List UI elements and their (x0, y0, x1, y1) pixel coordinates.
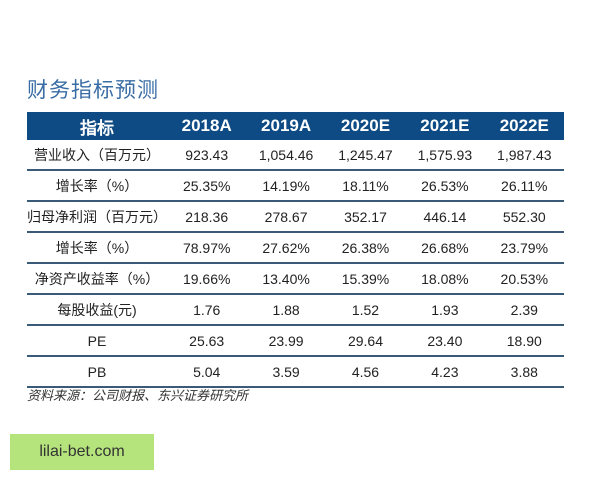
cell-value: 552.30 (484, 201, 564, 233)
table-row: PB 5.04 3.59 4.56 4.23 3.88 (27, 356, 564, 388)
source-note: 资料来源：公司财报、东兴证券研究所 (27, 388, 249, 403)
cell-value: 4.56 (325, 356, 406, 388)
column-header: 2020E (325, 112, 406, 140)
row-label: 每股收益(元) (27, 294, 167, 326)
cell-value: 23.79% (484, 232, 564, 264)
cell-value: 1,245.47 (325, 140, 406, 171)
column-header: 2019A (246, 112, 326, 140)
cell-value: 3.59 (246, 356, 326, 388)
cell-value: 1.93 (405, 294, 485, 326)
table-row: 净资产收益率（%） 19.66% 13.40% 15.39% 18.08% 20.53% (27, 263, 564, 295)
cell-value: 1.76 (167, 294, 247, 326)
row-label: 增长率（%） (27, 232, 167, 264)
cell-value: 352.17 (325, 201, 406, 233)
cell-value: 1,987.43 (484, 140, 564, 171)
cell-value: 15.39% (325, 263, 406, 295)
row-label: 营业收入（百万元） (27, 140, 167, 171)
cell-value: 26.38% (325, 232, 406, 264)
cell-value: 29.64 (325, 325, 406, 357)
cell-value: 1.52 (325, 294, 406, 326)
cell-value: 18.90 (484, 325, 564, 357)
cell-value: 18.11% (325, 170, 406, 202)
cell-value: 1,575.93 (405, 140, 485, 171)
cell-value: 78.97% (167, 232, 247, 264)
table-row: 增长率（%） 78.97% 27.62% 26.38% 26.68% 23.79% (27, 232, 564, 264)
table-row: 增长率（%） 25.35% 14.19% 18.11% 26.53% 26.11% (27, 170, 564, 202)
page-title: 财务指标预测 (27, 79, 159, 102)
cell-value: 218.36 (167, 201, 247, 233)
cell-value: 20.53% (484, 263, 564, 295)
cell-value: 3.88 (484, 356, 564, 388)
row-label: PE (27, 325, 167, 357)
cell-value: 19.66% (167, 263, 247, 295)
column-header: 2018A (167, 112, 247, 140)
cell-value: 23.40 (405, 325, 485, 357)
cell-value: 923.43 (167, 140, 247, 171)
table-header-row: 指标 2018A 2019A 2020E 2021E 2022E (27, 112, 564, 140)
cell-value: 1,054.46 (246, 140, 326, 171)
cell-value: 25.63 (167, 325, 247, 357)
cell-value: 13.40% (246, 263, 326, 295)
cell-value: 27.62% (246, 232, 326, 264)
cell-value: 26.68% (405, 232, 485, 264)
table-row: 营业收入（百万元） 923.43 1,054.46 1,245.47 1,575.93 1… (27, 140, 564, 171)
row-label: PB (27, 356, 167, 388)
cell-value: 23.99 (246, 325, 326, 357)
watermark-badge: lilai-bet.com (10, 434, 154, 470)
column-header: 2022E (484, 112, 564, 140)
cell-value: 446.14 (405, 201, 485, 233)
column-header: 2021E (405, 112, 485, 140)
cell-value: 14.19% (246, 170, 326, 202)
cell-value: 4.23 (405, 356, 485, 388)
column-header: 指标 (27, 112, 167, 140)
table-row: 归母净利润（百万元） 218.36 278.67 352.17 446.14 552.30 (27, 201, 564, 233)
row-label: 增长率（%） (27, 170, 167, 202)
cell-value: 26.53% (405, 170, 485, 202)
table-row: PE 25.63 23.99 29.64 23.40 18.90 (27, 325, 564, 357)
cell-value: 2.39 (484, 294, 564, 326)
row-label: 净资产收益率（%） (27, 263, 167, 295)
cell-value: 1.88 (246, 294, 326, 326)
cell-value: 278.67 (246, 201, 326, 233)
cell-value: 18.08% (405, 263, 485, 295)
table-row: 每股收益(元) 1.76 1.88 1.52 1.93 2.39 (27, 294, 564, 326)
cell-value: 26.11% (484, 170, 564, 202)
cell-value: 5.04 (167, 356, 247, 388)
row-label: 归母净利润（百万元） (27, 201, 167, 233)
financial-forecast-table: 指标 2018A 2019A 2020E 2021E 2022E 营业收入（百万… (27, 112, 564, 388)
cell-value: 25.35% (167, 170, 247, 202)
